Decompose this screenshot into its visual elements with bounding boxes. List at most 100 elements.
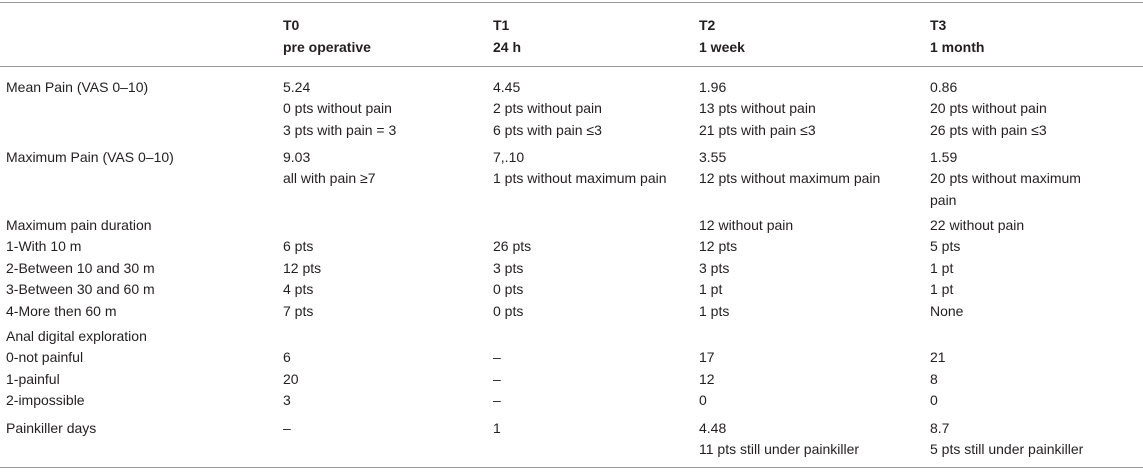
- cell-painkiller-t0: –: [283, 418, 291, 439]
- cell-line: all with pain ≥7: [283, 170, 376, 187]
- cell-line: 8.7: [930, 420, 950, 436]
- cell-max-pain-t3: 1.59 20 pts without maximum pain: [930, 147, 1081, 211]
- cell-line: 17: [699, 349, 715, 366]
- cell-anal-t1: – – –: [493, 326, 501, 412]
- cell-line: –: [493, 392, 501, 409]
- cell-line: 6 pts with pain ≤3: [493, 121, 602, 138]
- cell-line: 3 pts with pain = 3: [283, 121, 397, 138]
- cell-line: 0.86: [930, 79, 958, 95]
- cell-line: 3: [283, 392, 291, 409]
- cell-duration-t2: 12 without pain 12 pts 3 pts 1 pt 1 pts: [699, 215, 793, 322]
- row-label-painkiller: Painkiller days: [6, 420, 97, 436]
- cell-line: 12 without pain: [699, 217, 794, 233]
- cell-mean-pain-t3: 0.86 20 pts without pain 26 pts with pai…: [930, 77, 1047, 141]
- cell-painkiller-t1: 1: [493, 418, 501, 439]
- cell-line: [283, 215, 321, 236]
- cell-line: [283, 326, 299, 347]
- cell-mean-pain-t0: 5.24 0 pts without pain 3 pts with pain …: [283, 77, 396, 141]
- cell-line: 4.48: [699, 420, 727, 436]
- cell-line: 1 pt: [699, 281, 723, 298]
- cell-line: Anal digital exploration: [6, 328, 147, 344]
- cell-line: –: [493, 349, 501, 366]
- header-t1-label: 24 h: [493, 39, 522, 55]
- cell-line: Maximum pain duration: [6, 217, 152, 233]
- cell-line: 1-painful: [6, 370, 60, 387]
- cell-line: 0 pts without pain: [283, 100, 392, 117]
- cell-line: 2-Between 10 and 30 m: [6, 259, 155, 276]
- cell-line: –: [493, 370, 501, 387]
- cell-anal-t0: 6 20 3: [283, 326, 299, 412]
- cell-max-pain-t2: 3.55 12 pts without maximum pain: [699, 147, 880, 190]
- header-t0-label: pre operative: [283, 39, 371, 55]
- cell-painkiller-t3: 8.7 5 pts still under painkiller: [930, 418, 1083, 461]
- cell-line: 4 pts: [283, 281, 314, 298]
- table-top-rule: [0, 2, 1143, 3]
- cell-line: 21 pts with pain ≤3: [699, 121, 816, 138]
- cell-line: 1 pt: [930, 281, 954, 298]
- cell-line: 3 pts: [699, 259, 730, 276]
- cell-line: 12 pts: [283, 259, 322, 276]
- cell-painkiller-t2: 4.48 11 pts still under painkiller: [699, 418, 859, 461]
- cell-line: 0: [699, 392, 707, 409]
- cell-line: 13 pts without pain: [699, 100, 816, 117]
- cell-line: 12: [699, 370, 715, 387]
- cell-line: 5 pts: [930, 238, 961, 255]
- cell-line: 21: [930, 349, 946, 366]
- cell-line: 7,.10: [493, 149, 525, 165]
- cell-line: 12 pts without maximum pain: [699, 170, 881, 187]
- cell-line: 9.03: [283, 149, 311, 165]
- cell-line: [493, 215, 531, 236]
- cell-line: 6 pts: [283, 238, 314, 255]
- cell-line: 0-not painful: [6, 349, 84, 366]
- cell-line: 5 pts still under painkiller: [930, 441, 1084, 458]
- header-t3-label: 1 month: [930, 39, 985, 55]
- cell-line: 7 pts: [283, 302, 314, 319]
- header-rule: [0, 66, 1143, 67]
- cell-line: 6: [283, 349, 291, 366]
- row-label-duration: Maximum pain duration 1-With 10 m 2-Betw…: [6, 215, 155, 322]
- table-bottom-rule: [0, 467, 1143, 468]
- header-t1-code: T1: [493, 17, 510, 33]
- cell-line: 1 pt: [930, 259, 954, 276]
- cell-duration-t1: 26 pts 3 pts 0 pts 0 pts: [493, 215, 531, 322]
- header-t1: T1 24 h: [493, 14, 521, 58]
- cell-line: 0: [930, 392, 938, 409]
- header-t0-code: T0: [283, 17, 300, 33]
- header-t3-code: T3: [930, 17, 947, 33]
- cell-anal-t2: 17 12 0: [699, 326, 715, 412]
- cell-mean-pain-t1: 4.45 2 pts without pain 6 pts with pain …: [493, 77, 602, 141]
- cell-max-pain-t1: 7,.10 1 pts without maximum pain: [493, 147, 667, 190]
- cell-line: 2 pts without pain: [493, 100, 602, 117]
- cell-line: [493, 326, 501, 347]
- cell-anal-t3: 21 8 0: [930, 326, 946, 412]
- header-t2-label: 1 week: [699, 39, 745, 55]
- cell-line: 3.55: [699, 149, 727, 165]
- cell-line: 20 pts without pain: [930, 100, 1047, 117]
- cell-line: 0 pts: [493, 302, 524, 319]
- cell-line: [930, 326, 946, 347]
- cell-line: 20: [283, 370, 299, 387]
- cell-line: 26 pts with pain ≤3: [930, 121, 1047, 138]
- cell-line: 22 without pain: [930, 217, 1025, 233]
- cell-line: 4-More then 60 m: [6, 302, 117, 319]
- cell-line: None: [930, 302, 964, 319]
- cell-line: –: [283, 420, 291, 436]
- cell-line: 1.59: [930, 149, 958, 165]
- cell-line: [699, 326, 715, 347]
- cell-line: 4.45: [493, 79, 521, 95]
- cell-line: 1: [493, 420, 501, 436]
- cell-line: 3-Between 30 and 60 m: [6, 281, 155, 298]
- cell-line: 2-impossible: [6, 392, 85, 409]
- cell-duration-t3: 22 without pain 5 pts 1 pt 1 pt None: [930, 215, 1024, 322]
- cell-line: 0 pts: [493, 281, 524, 298]
- row-label-mean-pain: Mean Pain (VAS 0–10): [6, 79, 149, 95]
- cell-line: 20 pts without maximum: [930, 170, 1081, 187]
- cell-line: 3 pts: [493, 259, 524, 276]
- cell-line: pain: [930, 191, 957, 208]
- cell-line: 5.24: [283, 79, 311, 95]
- cell-line: 12 pts: [699, 238, 738, 255]
- cell-duration-t0: 6 pts 12 pts 4 pts 7 pts: [283, 215, 321, 322]
- cell-line: 1 pts without maximum pain: [493, 170, 667, 187]
- header-t2-code: T2: [699, 17, 716, 33]
- header-t0: T0 pre operative: [283, 14, 371, 58]
